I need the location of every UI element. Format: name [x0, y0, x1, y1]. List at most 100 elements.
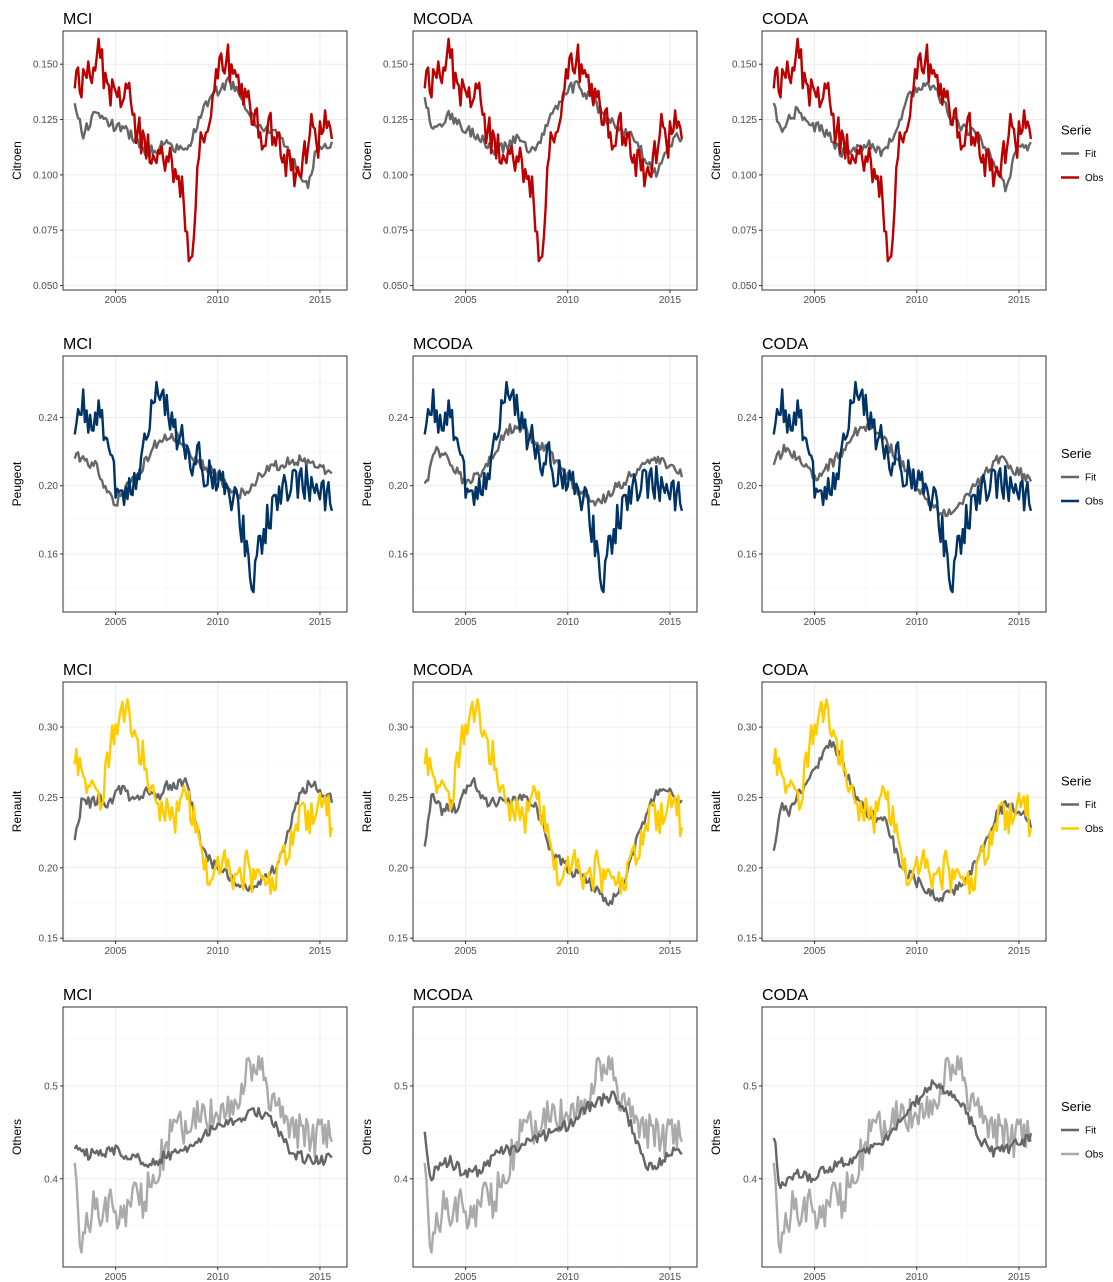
x-tick-label: 2005 [454, 617, 477, 628]
panel-peugeot-coda: 0.16 0.20 0.24 2005 2010 2015 CODA Peugeot [709, 336, 1047, 628]
legend-label-fit: Fit [1085, 1126, 1096, 1137]
panel-background [63, 31, 347, 290]
y-tick-label: 0.24 [389, 413, 409, 424]
y-tick-label: 0.075 [33, 226, 58, 237]
panel-renault-coda: 0.15 0.20 0.25 0.30 2005 2010 2015 CODA Renault [709, 662, 1047, 957]
y-axis-label: Renault [360, 790, 374, 832]
panel-title: MCODA [413, 987, 473, 1004]
panel-border [62, 30, 348, 291]
x-tick-label: 2005 [454, 295, 477, 306]
panel-peugeot-mci: 0.16 0.20 0.24 2005 2010 2015 MCI Peugeot [10, 336, 348, 628]
panel-background [413, 31, 697, 290]
panel-others-mcoda: 0.4 0.5 2005 2010 2015 MCODA Others [360, 987, 698, 1282]
y-tick-label: 0.5 [44, 1081, 58, 1092]
panel-citroen-mcoda: 0.050 0.075 0.100 0.125 0.150 2005 2010 2015 MCO… [360, 11, 698, 306]
series-line-obs [73, 1055, 334, 1254]
y-tick-label: 0.25 [389, 793, 409, 804]
y-axis-label: Citroen [10, 141, 24, 180]
panel-border [761, 1006, 1047, 1268]
y-axis-label: Peugeot [360, 461, 374, 506]
x-tick-label: 2010 [906, 295, 929, 306]
legend-title: Serie [1061, 774, 1091, 789]
legend-label-fit: Fit [1085, 473, 1096, 484]
y-tick-label: 0.125 [33, 115, 58, 126]
x-tick-label: 2005 [803, 617, 826, 628]
x-tick-label: 2010 [906, 617, 929, 628]
panel-others-coda: 0.4 0.5 2005 2010 2015 CODA Others [709, 987, 1047, 1282]
x-tick-label: 2015 [309, 946, 332, 957]
y-tick-label: 0.20 [39, 863, 59, 874]
x-tick-label: 2015 [1008, 1272, 1031, 1282]
series-line-obs [423, 1055, 684, 1254]
y-tick-label: 0.16 [389, 549, 409, 560]
y-tick-label: 0.075 [732, 226, 757, 237]
y-tick-label: 0.20 [389, 481, 409, 492]
x-tick-label: 2010 [557, 946, 580, 957]
panel-title: MCI [63, 336, 92, 353]
y-tick-label: 0.075 [383, 226, 408, 237]
panel-border [62, 1006, 348, 1268]
series-line-obs [73, 698, 334, 895]
y-tick-label: 0.100 [383, 170, 408, 181]
y-tick-label: 0.16 [738, 549, 758, 560]
x-tick-label: 2015 [1008, 295, 1031, 306]
y-tick-label: 0.15 [39, 934, 59, 945]
y-tick-label: 0.100 [732, 170, 757, 181]
x-tick-label: 2005 [104, 617, 127, 628]
series-line-fit [73, 777, 334, 893]
legend-label-fit: Fit [1085, 149, 1096, 160]
panel-border [761, 30, 1047, 291]
legend-others: Serie Fit Obs [1061, 1099, 1103, 1161]
x-tick-label: 2005 [454, 946, 477, 957]
y-tick-label: 0.25 [738, 793, 758, 804]
y-tick-label: 0.25 [39, 793, 59, 804]
series-line-fit [423, 1090, 683, 1182]
legend-title: Serie [1061, 1099, 1091, 1114]
x-tick-label: 2015 [309, 1272, 332, 1282]
panel-title: CODA [762, 11, 809, 28]
legend-renault: Serie Fit Obs [1061, 774, 1103, 835]
panel-title: MCODA [413, 11, 473, 28]
y-tick-label: 0.4 [394, 1174, 408, 1185]
x-tick-label: 2005 [803, 295, 826, 306]
y-tick-label: 0.16 [39, 549, 59, 560]
y-tick-label: 0.050 [732, 281, 757, 292]
y-tick-label: 0.5 [743, 1081, 757, 1092]
series-line-obs [772, 698, 1033, 895]
panel-border [412, 355, 698, 613]
panel-title: MCI [63, 11, 92, 28]
series-line-fit [423, 423, 684, 507]
x-tick-label: 2005 [104, 946, 127, 957]
y-tick-label: 0.15 [738, 934, 758, 945]
series-line-obs [423, 37, 684, 263]
panel-border [62, 355, 348, 613]
legend-label-fit: Fit [1085, 800, 1096, 811]
y-tick-label: 0.125 [383, 115, 408, 126]
panel-title: CODA [762, 987, 809, 1004]
panel-title: MCI [63, 662, 92, 679]
x-tick-label: 2015 [659, 295, 682, 306]
panel-border [761, 355, 1047, 613]
series-line-obs [423, 380, 684, 594]
x-tick-label: 2005 [803, 946, 826, 957]
legend-title: Serie [1061, 446, 1091, 461]
y-axis-label: Others [10, 1119, 24, 1155]
y-tick-label: 0.20 [738, 863, 758, 874]
x-tick-label: 2010 [207, 946, 230, 957]
panel-title: CODA [762, 662, 809, 679]
series-line-obs [772, 380, 1033, 594]
y-axis-label: Others [709, 1119, 723, 1155]
y-axis-label: Others [360, 1119, 374, 1155]
y-axis-label: Citroen [360, 141, 374, 180]
panel-border [412, 1006, 698, 1268]
panel-background [413, 1007, 697, 1267]
legend-label-obs: Obs [1085, 173, 1103, 184]
legend-peugeot: Serie Fit Obs [1061, 446, 1103, 508]
legend-label-obs: Obs [1085, 497, 1103, 508]
y-tick-label: 0.150 [33, 60, 58, 71]
x-tick-label: 2015 [1008, 617, 1031, 628]
panel-background [762, 31, 1046, 290]
panel-citroen-coda: 0.050 0.075 0.100 0.125 0.150 2005 2010 2015 COD… [709, 11, 1047, 306]
y-tick-label: 0.050 [383, 281, 408, 292]
x-tick-label: 2005 [104, 295, 127, 306]
